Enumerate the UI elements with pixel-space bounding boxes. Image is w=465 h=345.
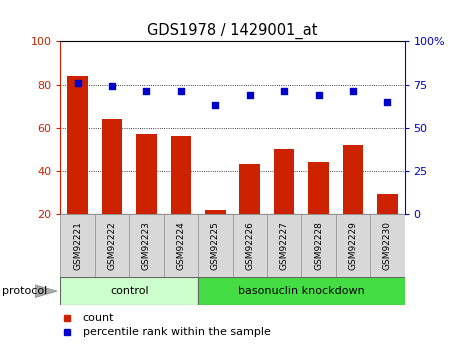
Bar bbox=[370, 214, 405, 278]
Text: GSM92225: GSM92225 bbox=[211, 221, 220, 270]
Point bbox=[143, 89, 150, 94]
Point bbox=[315, 92, 322, 98]
Text: basonuclin knockdown: basonuclin knockdown bbox=[238, 286, 365, 296]
Point bbox=[246, 92, 253, 98]
Point bbox=[280, 89, 288, 94]
Bar bbox=[60, 214, 95, 278]
Point bbox=[74, 80, 81, 86]
Text: GSM92223: GSM92223 bbox=[142, 221, 151, 270]
Bar bbox=[136, 134, 157, 257]
Bar bbox=[274, 149, 294, 257]
Text: GSM92222: GSM92222 bbox=[107, 221, 117, 270]
Bar bbox=[239, 164, 260, 257]
Bar bbox=[205, 209, 226, 257]
Text: GSM92227: GSM92227 bbox=[279, 221, 289, 270]
Text: GSM92226: GSM92226 bbox=[245, 221, 254, 270]
Text: protocol: protocol bbox=[2, 286, 47, 296]
Bar bbox=[171, 136, 191, 257]
Bar bbox=[164, 214, 198, 278]
Text: count: count bbox=[83, 313, 114, 323]
Bar bbox=[377, 195, 398, 257]
Bar bbox=[198, 277, 405, 305]
Text: GSM92224: GSM92224 bbox=[176, 221, 186, 270]
Bar bbox=[301, 214, 336, 278]
Bar bbox=[336, 214, 370, 278]
Text: GSM92221: GSM92221 bbox=[73, 221, 82, 270]
Point bbox=[177, 89, 185, 94]
Text: percentile rank within the sample: percentile rank within the sample bbox=[83, 327, 271, 337]
Bar bbox=[343, 145, 363, 257]
Bar bbox=[102, 119, 122, 257]
Text: GSM92230: GSM92230 bbox=[383, 221, 392, 270]
Text: GDS1978 / 1429001_at: GDS1978 / 1429001_at bbox=[147, 22, 318, 39]
Bar bbox=[267, 214, 301, 278]
Point bbox=[108, 83, 116, 89]
Text: GSM92228: GSM92228 bbox=[314, 221, 323, 270]
Bar bbox=[129, 214, 164, 278]
Bar bbox=[60, 277, 198, 305]
Polygon shape bbox=[35, 285, 57, 298]
Bar bbox=[198, 214, 232, 278]
Point bbox=[384, 99, 391, 105]
Bar bbox=[67, 76, 88, 257]
Bar bbox=[308, 162, 329, 257]
Point bbox=[212, 102, 219, 108]
Bar bbox=[95, 214, 129, 278]
Bar bbox=[232, 214, 267, 278]
Point bbox=[349, 89, 357, 94]
Text: control: control bbox=[110, 286, 149, 296]
Text: GSM92229: GSM92229 bbox=[348, 221, 358, 270]
